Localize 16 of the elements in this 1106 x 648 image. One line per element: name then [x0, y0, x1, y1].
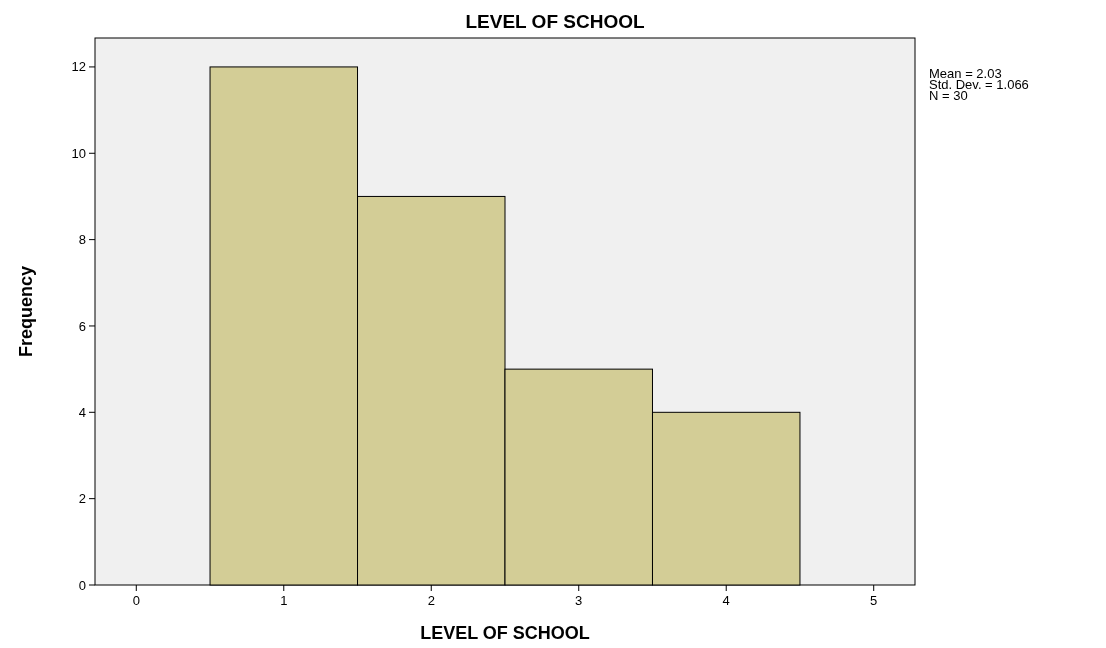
- y-tick-label: 4: [78, 404, 86, 420]
- y-tick-label: 2: [78, 491, 86, 507]
- y-tick-label: 6: [78, 318, 86, 334]
- y-axis-title: Frequency: [16, 265, 36, 358]
- y-tick-label: 0: [78, 577, 86, 593]
- x-tick-label: 5: [870, 593, 878, 608]
- x-tick-label: 2: [427, 593, 435, 608]
- x-tick-label: 3: [575, 593, 583, 608]
- x-tick-label: 4: [722, 593, 730, 608]
- chart-title: LEVEL OF SCHOOL: [465, 11, 645, 32]
- y-tick-label: 12: [71, 59, 86, 75]
- y-tick-label: 8: [78, 232, 86, 248]
- x-axis-title: LEVEL OF SCHOOL: [420, 623, 590, 643]
- x-tick-label: 0: [132, 593, 140, 608]
- y-tick-label: 10: [71, 145, 86, 161]
- x-tick-label: 1: [280, 593, 288, 608]
